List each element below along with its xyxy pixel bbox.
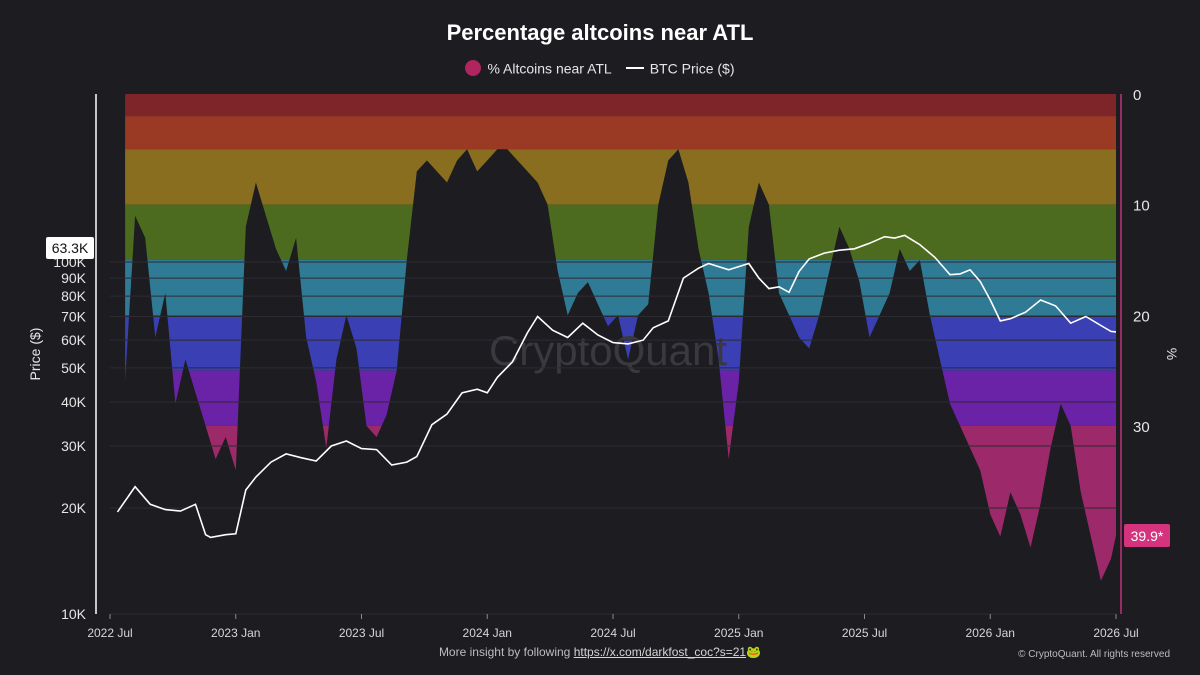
band-0	[125, 94, 1116, 117]
svg-text:39.9*: 39.9*	[1131, 528, 1164, 544]
left-tick-label-5: 60K	[61, 332, 87, 348]
footer-link[interactable]: https://x.com/darkfost_coc?s=21	[573, 645, 747, 659]
btc-price-line	[116, 234, 1116, 539]
frog-icon: 🐸	[746, 645, 762, 659]
legend-altcoin-label[interactable]: % Altcoins near ATL	[487, 60, 612, 77]
x-tick-label-5: 2025 Jan	[714, 626, 763, 640]
right-tick-label-2: 20	[1133, 308, 1150, 325]
band-6	[125, 370, 1116, 426]
current-percent-badge: 39.9*	[1124, 524, 1170, 547]
copyright-text: © CryptoQuant. All rights reserved	[1018, 649, 1170, 660]
left-tick-label-1: 20K	[61, 500, 87, 516]
left-tick-label-0: 10K	[61, 606, 87, 622]
right-tick-label-1: 10	[1133, 198, 1150, 215]
legend-btc-label[interactable]: BTC Price ($)	[649, 60, 735, 77]
band-2	[125, 149, 1116, 205]
x-tick-label-1: 2023 Jan	[211, 626, 260, 640]
footer-text: More insight by following	[438, 645, 571, 659]
right-axis-ticks: 0 10 20 30	[1133, 87, 1150, 436]
right-tick-label-3: 30	[1133, 419, 1150, 436]
left-axis-label: Price ($)	[27, 328, 43, 381]
grid	[110, 261, 1116, 615]
band-4	[125, 259, 1116, 316]
x-tick-label-7: 2026 Jan	[966, 626, 1015, 640]
left-tick-label-3: 40K	[61, 394, 87, 410]
x-tick-label-0: 2022 Jul	[87, 626, 132, 640]
chart-title: Percentage altcoins near ATL	[446, 20, 754, 45]
current-price-badge: 63.3K	[46, 237, 94, 259]
left-tick-label-2: 30K	[61, 438, 87, 454]
footer: More insight by following https://x.com/…	[0, 645, 1200, 659]
x-tick-label-2: 2023 Jul	[339, 626, 384, 640]
left-tick-label-4: 50K	[61, 360, 87, 376]
svg-text:63.3K: 63.3K	[52, 240, 89, 256]
band-1	[125, 116, 1116, 150]
right-axis-label: %	[1164, 348, 1180, 360]
right-tick-label-0: 0	[1133, 87, 1141, 104]
chart-legend: % Altcoins near ATL BTC Price ($)	[0, 59, 1200, 77]
left-tick-label-6: 70K	[61, 308, 87, 324]
x-tick-label-3: 2024 Jan	[463, 626, 512, 640]
band-7	[125, 425, 1116, 581]
left-tick-label-8: 90K	[61, 270, 87, 286]
band-3	[125, 204, 1116, 260]
legend-btc-line-icon	[625, 67, 644, 70]
left-tick-label-7: 80K	[61, 288, 87, 304]
x-tick-label-4: 2024 Jul	[590, 626, 635, 640]
watermark-text: CryptoQuant	[489, 327, 727, 374]
x-axis-ticks: 2022 Jul 2023 Jan 2023 Jul 2024 Jan 2024 Jul…	[87, 614, 1139, 640]
x-tick-label-6: 2025 Jul	[842, 626, 887, 640]
x-tick-label-8: 2026 Jul	[1093, 626, 1138, 640]
legend-altcoin-dot-icon	[465, 60, 482, 77]
